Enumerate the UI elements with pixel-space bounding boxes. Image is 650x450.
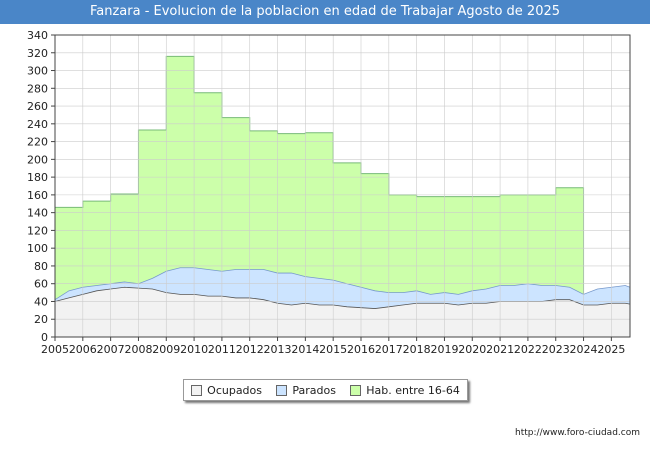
y-tick-label: 260 [27,100,48,113]
y-tick-label: 200 [27,153,48,166]
y-tick-label: 0 [41,331,48,344]
legend-item-parados: Parados [276,384,336,397]
y-tick-label: 140 [27,207,48,220]
y-tick-label: 320 [27,47,48,60]
y-tick-label: 80 [34,260,48,273]
x-tick-label: 2006 [69,343,97,356]
x-tick-label: 2008 [124,343,152,356]
area-ocupados [55,287,630,337]
y-tick-label: 120 [27,224,48,237]
x-tick-label: 2014 [291,343,319,356]
y-tick-label: 220 [27,136,48,149]
x-tick-label: 2012 [236,343,264,356]
x-tick-label: 2015 [319,343,347,356]
y-tick-label: 160 [27,189,48,202]
legend-swatch-parados [276,384,288,396]
x-tick-label: 2009 [152,343,180,356]
y-tick-label: 40 [34,295,48,308]
x-tick-label: 2024 [570,343,598,356]
x-tick-label: 2023 [542,343,570,356]
x-tick-label: 2010 [180,343,208,356]
legend-item-ocupados: Ocupados [191,384,262,397]
legend-label-hab: Hab. entre 16-64 [366,383,460,397]
legend-swatch-hab [350,384,362,396]
x-tick-label: 2011 [208,343,236,356]
legend-item-hab: Hab. entre 16-64 [350,384,460,397]
x-tick-label: 2007 [97,343,125,356]
y-tick-label: 240 [27,118,48,131]
chart-title: Fanzara - Evolucion de la poblacion en e… [0,0,650,24]
legend: Ocupados Parados Hab. entre 16-64 [183,379,468,401]
x-tick-label: 2017 [375,343,403,356]
y-tick-label: 180 [27,171,48,184]
x-tick-label: 2020 [458,343,486,356]
x-tick-label: 2021 [486,343,514,356]
x-tick-label: 2019 [430,343,458,356]
x-tick-label: 2018 [403,343,431,356]
y-tick-label: 20 [34,313,48,326]
x-tick-label: 2022 [514,343,542,356]
x-tick-label: 2013 [264,343,292,356]
x-tick-label: 2016 [347,343,375,356]
x-tick-label: 2005 [41,343,69,356]
area-hab [55,56,585,337]
y-tick-label: 300 [27,65,48,78]
legend-label-ocupados: Ocupados [207,383,263,397]
y-tick-label: 60 [34,278,48,291]
y-tick-label: 280 [27,82,48,95]
plot-border [54,34,631,338]
source-link[interactable]: http://www.foro-ciudad.com [515,428,640,438]
y-tick-label: 340 [27,29,48,42]
legend-label-parados: Parados [292,383,336,397]
x-tick-label: 2025 [597,343,625,356]
y-tick-label: 100 [27,242,48,255]
legend-swatch-ocupados [191,384,203,396]
